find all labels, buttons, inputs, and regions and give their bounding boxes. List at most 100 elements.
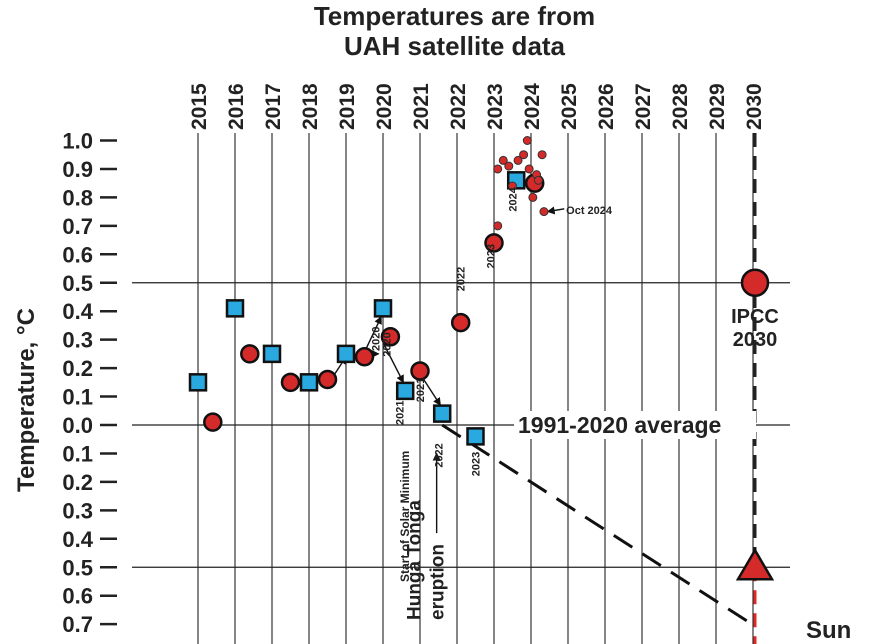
- year-label-2019: 2019: [336, 83, 359, 130]
- square-point: [225, 299, 245, 318]
- monthly-point: [493, 164, 503, 174]
- point-year-label: 2022: [434, 443, 446, 467]
- point-year-label: 2022: [456, 267, 468, 291]
- year-label-2022: 2022: [447, 83, 470, 130]
- solar-minimum-label: Start of Solar Minimum: [398, 451, 412, 582]
- y-tick-label: 0.9: [62, 157, 93, 182]
- year-label-2026: 2026: [595, 83, 618, 130]
- transition-arrow: [365, 315, 382, 349]
- point-year-label: 2023: [471, 452, 483, 476]
- label-layer: 2015 2016 2017 2018 2019 2020 2021 2022 2023 2024…: [13, 83, 851, 644]
- square-point: [299, 373, 319, 392]
- y-tick-label: 0.5: [62, 271, 93, 296]
- year-label-2020: 2020: [373, 83, 396, 130]
- y-tick-label: 0.0: [62, 413, 93, 438]
- monthly-point: [504, 161, 514, 171]
- circle-point: [410, 361, 430, 381]
- y-tick-label: 0.4: [62, 299, 93, 324]
- data-points: [188, 136, 775, 581]
- ipcc-label-line2: 2030: [733, 329, 778, 351]
- year-label-2023: 2023: [484, 83, 507, 130]
- point-year-label: 2020: [382, 332, 394, 356]
- sun-label: Sun: [806, 617, 851, 644]
- arrow-layer: [332, 206, 565, 534]
- y-tick-label: 0.6: [62, 242, 93, 267]
- point-year-label: 2024: [508, 186, 520, 211]
- y-tick-label: 0.1: [62, 441, 93, 466]
- y-tick-label: 0.4: [62, 527, 93, 552]
- circle-point: [380, 327, 401, 347]
- y-tick-label: 1.0: [62, 129, 93, 154]
- monthly-point: [528, 192, 538, 202]
- year-label-2016: 2016: [225, 83, 248, 130]
- monthly-point: [539, 207, 549, 217]
- y-tick-label: 0.5: [62, 555, 93, 580]
- year-label-2021: 2021: [410, 83, 433, 130]
- average-label-bg: [514, 411, 756, 439]
- monthly-point: [537, 150, 547, 160]
- chart-title-line-2: UAH satellite data: [343, 31, 566, 61]
- circle-point: [203, 412, 223, 432]
- average-label: 1991-2020 average: [518, 412, 721, 438]
- point-year-label: 2021: [395, 401, 407, 425]
- circle-point: [240, 344, 260, 364]
- year-label-2029: 2029: [706, 83, 729, 130]
- transition-arrow: [421, 376, 441, 406]
- year-label-2027: 2027: [632, 83, 655, 130]
- y-axis-title: Temperature, °C: [13, 308, 40, 492]
- cooling-trend-line: [441, 423, 756, 628]
- circle-point: [484, 233, 504, 253]
- monthly-point: [533, 175, 543, 185]
- transition-arrow: [382, 342, 404, 384]
- oct-2024-arrow: [546, 206, 565, 215]
- monthly-point: [498, 155, 508, 165]
- square-point: [466, 427, 485, 446]
- year-label-2015: 2015: [188, 83, 211, 130]
- square-point: [188, 373, 208, 392]
- year-label-2030: 2030: [743, 83, 766, 130]
- year-label-2017: 2017: [262, 83, 285, 130]
- square-point: [432, 404, 452, 423]
- year-label-2025: 2025: [558, 83, 581, 130]
- reference-lines: [132, 133, 790, 644]
- sun-triangle: [735, 547, 775, 581]
- chart-title-line-1: Temperatures are from: [313, 1, 596, 31]
- monthly-point: [513, 155, 523, 165]
- monthly-point: [508, 181, 517, 191]
- year-label-2024: 2024: [521, 83, 544, 130]
- year-label-2018: 2018: [299, 83, 322, 130]
- square-point: [336, 344, 356, 364]
- circle-point: [450, 312, 471, 333]
- ipcc-label-line1: IPCC: [731, 306, 779, 328]
- monthly-point: [522, 136, 532, 145]
- y-tick-label: 0.7: [62, 214, 93, 239]
- y-tick-label: 0.3: [62, 328, 93, 353]
- y-tick-label: 0.2: [62, 356, 93, 381]
- square-point: [395, 381, 415, 401]
- axis-ticks: 1.0 0.9 0.8 0.7 0.6 0.5 0.4 0.3 0.2 0.1 0.0 0.1 0.2 0…: [62, 129, 117, 637]
- y-tick-label: 0.8: [62, 185, 93, 210]
- monthly-point: [519, 150, 529, 160]
- square-point: [373, 299, 393, 318]
- oct-2024-label: Oct 2024: [566, 205, 613, 217]
- square-point: [262, 344, 282, 364]
- y-tick-label: 0.7: [62, 612, 93, 637]
- y-tick-label: 0.1: [62, 385, 93, 410]
- circle-point: [354, 346, 375, 367]
- year-label-2028: 2028: [669, 83, 692, 130]
- trend-layer: [441, 423, 756, 628]
- monthly-point: [493, 221, 503, 231]
- circle-point: [317, 369, 338, 390]
- y-tick-label: 0.3: [62, 498, 93, 523]
- point-year-label: 2023: [485, 244, 497, 268]
- monthly-point: [524, 164, 534, 174]
- point-year-label: 2020: [371, 327, 383, 351]
- hunga-label-line2: eruption: [428, 544, 449, 620]
- hunga-label-line1: Hunga Tonga: [405, 500, 426, 620]
- y-tick-label: 0.6: [62, 584, 93, 609]
- circle-point: [280, 372, 301, 393]
- ipcc-2030: [740, 268, 770, 297]
- point-year-label: 2021: [415, 378, 427, 402]
- y-tick-label: 0.2: [62, 470, 93, 495]
